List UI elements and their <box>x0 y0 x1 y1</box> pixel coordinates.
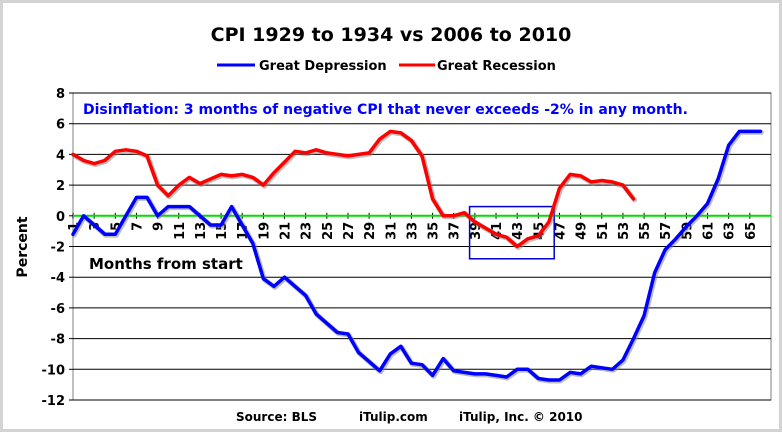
x-tick-label: 21 <box>279 222 294 240</box>
disinflation-highlight-box <box>468 205 555 260</box>
x-tick-label: 5 <box>109 222 124 231</box>
y-tick-label: 4 <box>56 148 65 163</box>
x-tick-label: 61 <box>702 222 717 240</box>
x-tick-label: 27 <box>342 222 357 240</box>
x-tick-label: 9 <box>152 222 167 231</box>
series-lines <box>71 129 764 384</box>
x-tick-label: 55 <box>638 222 653 240</box>
x-tick-label: 35 <box>427 222 442 240</box>
y-tick-label: -2 <box>51 241 65 256</box>
y-tick-label: 0 <box>56 210 65 225</box>
x-tick-label: 63 <box>723 222 738 240</box>
x-tick-label: 53 <box>617 222 632 240</box>
months-from-start-label: Months from start <box>89 255 243 273</box>
x-tick-label: 29 <box>363 222 378 240</box>
y-tick-label: -6 <box>51 302 65 317</box>
chart-svg: CPI 1929 to 1934 vs 2006 to 2010 Great D… <box>15 24 772 424</box>
y-axis-label: Percent <box>15 216 31 277</box>
x-tick-label: 43 <box>511 222 526 240</box>
legend-label-great-recession: Great Recession <box>437 59 556 74</box>
legend: Great Depression Great Recession <box>217 59 556 74</box>
series-line-great-depression <box>71 129 763 382</box>
y-tick-label: 8 <box>56 87 65 102</box>
x-tick-labels: 1 3 5 7 9 11 13 15 17 19 21 23 25 27 29 31 33 35 37 39 41 43 4… <box>67 212 759 240</box>
x-tick-label: 51 <box>596 222 611 240</box>
x-tick-label: 49 <box>575 222 590 240</box>
footer-site: iTulip.com <box>359 410 428 424</box>
x-tick-label: 23 <box>300 222 315 240</box>
x-tick-label: 33 <box>405 222 420 240</box>
chart-title: CPI 1929 to 1934 vs 2006 to 2010 <box>211 24 572 46</box>
x-tick-label: 7 <box>130 222 145 231</box>
x-tick-label: 31 <box>384 222 399 240</box>
y-tick-label: -4 <box>51 271 65 286</box>
disinflation-annotation: Disinflation: 3 months of negative CPI t… <box>83 102 688 118</box>
y-tick-label: 6 <box>56 118 65 133</box>
x-tick-label: 13 <box>194 222 209 240</box>
x-tick-label: 1 <box>67 222 82 231</box>
x-tick-label: 47 <box>553 222 568 240</box>
y-tick-label: -10 <box>42 363 66 378</box>
x-tick-label: 57 <box>659 222 674 240</box>
y-tick-label: -12 <box>42 394 66 409</box>
series-line-great-recession <box>71 129 636 249</box>
x-tick-label: 11 <box>173 222 188 240</box>
legend-label-great-depression: Great Depression <box>259 59 387 74</box>
x-tick-label: 65 <box>744 222 759 240</box>
footer-copyright: iTulip, Inc. © 2010 <box>459 410 583 424</box>
y-tick-label: 2 <box>56 179 65 194</box>
x-tick-label: 25 <box>321 222 336 240</box>
y-tick-label: -8 <box>51 333 65 348</box>
y-tick-labels: -12 -10 -8 -6 -4 -2 0 2 4 6 8 <box>42 87 66 409</box>
x-tick-label: 37 <box>448 222 463 240</box>
x-tick-label: 19 <box>257 222 272 240</box>
footer-source: Source: BLS <box>236 410 317 424</box>
